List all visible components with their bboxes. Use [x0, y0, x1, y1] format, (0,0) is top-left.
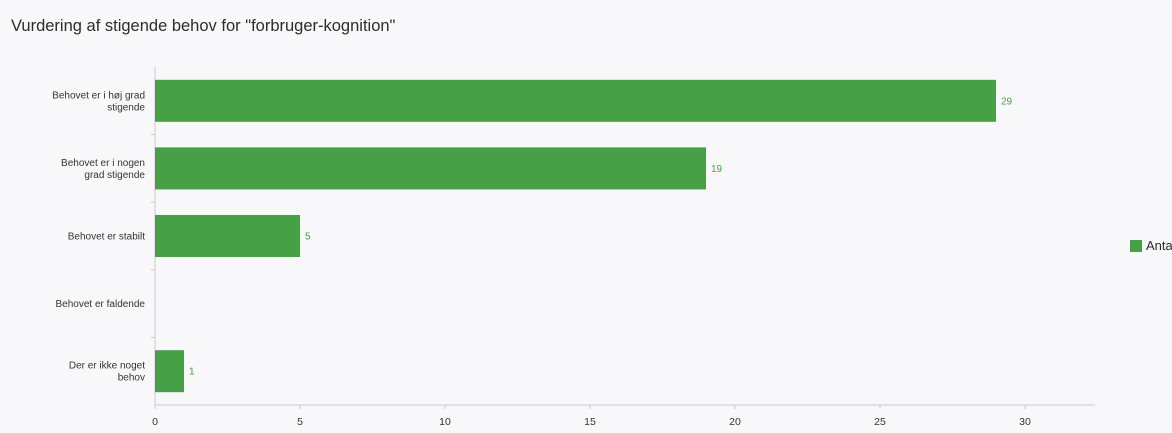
category-label: Behovet er i høj grad	[52, 90, 145, 101]
x-tick-label: 15	[584, 416, 596, 428]
x-tick-label: 30	[1019, 416, 1031, 428]
category-label: Behovet er i nogen	[61, 158, 145, 169]
bar[interactable]	[155, 147, 706, 190]
x-tick-label: 0	[152, 416, 158, 428]
category-label: Behovet er faldende	[55, 299, 145, 310]
legend[interactable]: Antal	[1130, 238, 1172, 253]
x-tick-label: 25	[874, 416, 886, 428]
x-tick-label: 10	[439, 416, 451, 428]
category-label: Der er ikke noget	[69, 361, 145, 372]
legend-label: Antal	[1146, 238, 1172, 253]
bar[interactable]	[155, 215, 300, 257]
category-label: behov	[118, 373, 145, 384]
data-label: 29	[1001, 96, 1013, 107]
category-label: grad stigende	[84, 170, 145, 181]
bar[interactable]	[155, 79, 996, 122]
x-tick-label: 20	[729, 416, 741, 428]
category-label: Behovet er stabilt	[68, 232, 145, 243]
legend-swatch	[1130, 239, 1142, 252]
x-tick-label: 5	[297, 416, 303, 428]
data-label: 5	[305, 232, 311, 243]
category-label: stigende	[107, 102, 145, 113]
chart-title: Vurdering af stigende behov for "forbrug…	[11, 17, 396, 35]
bar[interactable]	[155, 350, 184, 393]
data-label: 1	[189, 367, 195, 378]
data-label: 19	[711, 164, 723, 175]
